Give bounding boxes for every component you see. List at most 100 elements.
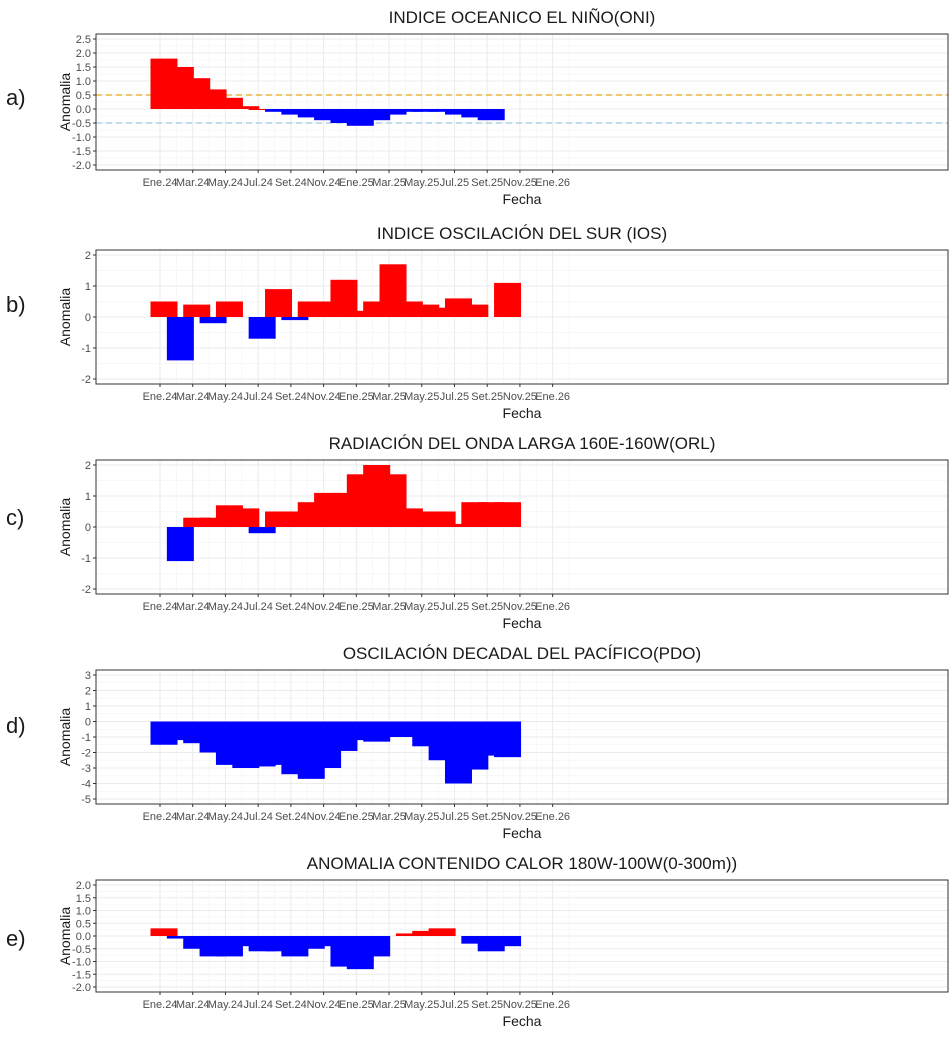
- y-tick-label: 0: [85, 522, 91, 534]
- x-tick-label: Set.24: [275, 391, 307, 403]
- x-axis-label: Fecha: [503, 825, 542, 841]
- x-tick-label: Ene.24: [143, 177, 178, 189]
- x-tick-label: Jul.24: [243, 999, 272, 1011]
- y-tick-label: 0.0: [76, 931, 91, 943]
- y-tick-label: 2.0: [76, 48, 91, 60]
- x-tick-label: Ene.26: [535, 811, 570, 823]
- panel-label: e): [6, 926, 26, 951]
- x-tick-label: Nov.24: [307, 177, 341, 189]
- bar: [379, 109, 407, 115]
- y-tick-label: -1.5: [72, 969, 91, 981]
- chart-plot-e: -2.0-1.5-1.0-0.50.00.51.01.52.0Ene.24Mar…: [57, 879, 949, 1029]
- bar: [199, 517, 227, 527]
- y-tick-label: 1: [85, 701, 91, 713]
- y-tick-label: 1: [85, 491, 91, 503]
- bar: [461, 304, 489, 317]
- bar: [232, 936, 260, 947]
- y-tick-label: 2: [85, 250, 91, 262]
- x-tick-label: Mar.24: [176, 811, 210, 823]
- bar: [428, 109, 456, 112]
- y-tick-label: 1.0: [76, 906, 91, 918]
- y-tick-label: 1.5: [76, 62, 91, 74]
- bar: [494, 721, 522, 758]
- bar: [346, 310, 374, 317]
- y-tick-label: 0.5: [76, 90, 91, 102]
- x-tick-label: May.24: [208, 999, 243, 1011]
- x-tick-label: Jul.25: [440, 601, 469, 613]
- chart-plot-a: -2.0 -1.5 -1.0 -0.5 0.0 0.5 1.0 1.5 2.0 2.5 Ene.24…: [57, 33, 949, 207]
- x-tick-label: Ene.25: [339, 811, 374, 823]
- bar: [248, 317, 276, 339]
- y-tick-label: -4: [81, 779, 91, 791]
- bar: [494, 502, 522, 527]
- x-tick-label: Jul.25: [440, 391, 469, 403]
- bar: [428, 511, 456, 527]
- x-tick-label: Nov.24: [307, 999, 341, 1011]
- x-tick-label: Set.25: [471, 999, 503, 1011]
- y-tick-label: 0: [85, 717, 91, 729]
- x-axis-label: Fecha: [503, 405, 542, 421]
- y-tick-label: 2.0: [76, 880, 91, 892]
- y-tick-label: -2.0: [72, 160, 91, 172]
- x-tick-label: Ene.26: [535, 601, 570, 613]
- bar: [232, 508, 260, 527]
- x-tick-label: Set.24: [275, 177, 307, 189]
- bar: [330, 279, 358, 317]
- bar: [395, 933, 423, 936]
- bar: [281, 317, 309, 321]
- x-tick-label: Ene.25: [339, 391, 374, 403]
- bar: [215, 301, 243, 317]
- x-axis-label: Fecha: [503, 615, 542, 631]
- chart-panel-e: ANOMALIA CONTENIDO CALOR 180W-100W(0-300…: [0, 854, 951, 1038]
- bar: [150, 928, 178, 936]
- y-tick-label: 0: [85, 312, 91, 324]
- bar: [183, 517, 211, 527]
- y-tick-label: 0.5: [76, 918, 91, 930]
- x-tick-label: Ene.26: [535, 391, 570, 403]
- y-tick-label: -1: [81, 732, 91, 744]
- bar: [232, 106, 260, 109]
- x-tick-label: May.24: [208, 811, 243, 823]
- bar: [395, 109, 423, 112]
- y-tick-label: 2: [85, 460, 91, 472]
- x-tick-label: Jul.24: [243, 811, 272, 823]
- x-tick-label: Jul.25: [440, 177, 469, 189]
- y-axis-label: Anomalia: [57, 907, 73, 966]
- x-tick-label: May.25: [404, 601, 439, 613]
- x-tick-label: Mar.25: [372, 811, 406, 823]
- chart-panel-d: OSCILACIÓN DECADAL DEL PACÍFICO(PDO) d) -5…: [0, 644, 951, 850]
- bar: [183, 304, 211, 317]
- panel-label: d): [6, 713, 26, 738]
- x-tick-label: Nov.25: [503, 177, 537, 189]
- y-tick-label: -5: [81, 794, 91, 806]
- x-tick-label: Ene.26: [535, 999, 570, 1011]
- y-tick-label: -3: [81, 763, 91, 775]
- chart-title: INDICE OSCILACIÓN DEL SUR (IOS): [376, 224, 668, 243]
- chart-panel-a: INDICE OCEANICO EL NIÑO(ONI) a) -2.0 -1.5 -1…: [0, 8, 951, 216]
- x-tick-label: Jul.24: [243, 391, 272, 403]
- x-tick-label: Set.24: [275, 811, 307, 823]
- x-tick-label: Set.25: [471, 601, 503, 613]
- y-tick-label: 2.5: [76, 34, 91, 46]
- chart-panel-c: RADIACIÓN DEL ONDA LARGA 160E-160W(ORL) c…: [0, 434, 951, 640]
- chart-title: OSCILACIÓN DECADAL DEL PACÍFICO(PDO): [342, 644, 702, 663]
- bar: [265, 109, 293, 112]
- x-tick-label: May.24: [208, 177, 243, 189]
- y-tick-label: 1: [85, 281, 91, 293]
- y-axis-label: Anomalia: [57, 73, 73, 132]
- bar: [166, 527, 194, 562]
- x-tick-label: Set.24: [275, 999, 307, 1011]
- x-tick-label: May.25: [404, 811, 439, 823]
- x-tick-label: Set.25: [471, 391, 503, 403]
- y-tick-label: -0.5: [72, 118, 91, 130]
- x-tick-label: Mar.24: [176, 999, 210, 1011]
- bar: [494, 936, 522, 947]
- x-tick-label: Nov.24: [307, 811, 341, 823]
- panel-label: c): [6, 505, 25, 530]
- y-axis-label: Anomalia: [57, 498, 73, 557]
- bar: [248, 527, 276, 534]
- bar: [444, 109, 472, 115]
- bar: [363, 936, 391, 957]
- x-tick-label: Mar.25: [372, 999, 406, 1011]
- x-tick-label: Mar.24: [176, 177, 210, 189]
